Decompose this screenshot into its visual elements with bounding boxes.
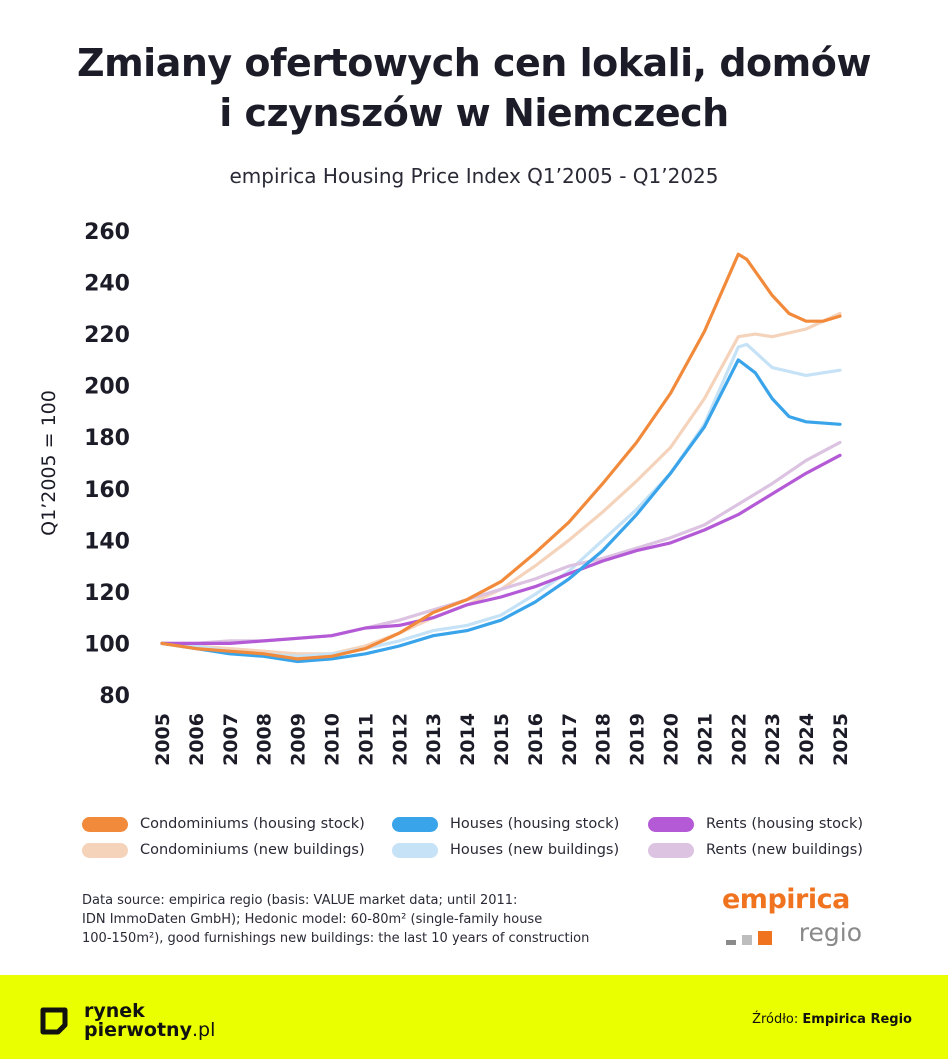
legend-label: Rents (new buildings) [706,842,863,858]
chart-title: Zmiany ofertowych cen lokali, domów i cz… [0,38,948,138]
series-lines [160,252,842,664]
x-axis: 2005 2006 2007 2008 2009 2010 2011 2012 2013 2014… [152,713,852,766]
y-tick-label: 100 [84,632,130,657]
x-tick-label: 2014 [457,713,479,766]
legend-item-condominiums-new: Condominiums (new buildings) [82,838,365,862]
data-source-note: Data source: empirica regio (basis: VALU… [82,891,672,948]
footer-source-value: Empirica Regio [802,1012,912,1027]
x-tick-label: 2007 [220,713,242,766]
legend-swatch-condominiums-stock [82,816,128,832]
legend-label: Condominiums (housing stock) [140,816,365,832]
source-note-line: Data source: empirica regio (basis: VALU… [82,893,518,908]
legend-label: Condominiums (new buildings) [140,842,365,858]
brand-squares-icon [726,931,774,945]
legend-item-condominiums-stock: Condominiums (housing stock) [82,812,365,836]
series-line-condominiums-housing-stock [160,252,842,661]
series-line-houses-housing-stock [160,358,842,664]
x-tick-label: 2016 [525,713,547,766]
x-tick-label: 2024 [796,713,818,766]
brand-name-bottom: regio [798,918,862,947]
x-tick-label: 2009 [288,713,310,766]
y-axis-label: Q1’2005 = 100 [38,390,60,536]
line-chart: 80 100 120 140 160 180 200 220 240 260 Q1’2005 = 1… [38,220,852,766]
footer-source-label: Źródło: [752,1012,799,1027]
legend-item-rents-stock: Rents (housing stock) [648,812,863,836]
x-tick-label: 2019 [627,713,649,766]
legend-item-houses-stock: Houses (housing stock) [392,812,619,836]
legend-label: Houses (new buildings) [450,842,620,858]
logo-text-line-1: rynek [84,1000,145,1022]
y-axis: 80 100 120 140 160 180 200 220 240 260 Q1’2005 = 1… [38,220,130,709]
y-tick-label: 180 [84,426,130,451]
y-tick-label: 120 [84,581,130,606]
legend-label: Houses (housing stock) [450,816,620,832]
legend-item-houses-new: Houses (new buildings) [392,838,619,862]
logo-text-main: pierwotny [84,1019,192,1041]
series-line-houses-new-buildings [160,342,842,658]
y-tick-label: 220 [84,323,130,348]
x-tick-label: 2023 [762,713,784,766]
chart-legend: Condominiums (housing stock) Houses (hou… [82,812,882,868]
x-tick-label: 2013 [423,713,445,766]
x-tick-label: 2022 [728,713,750,766]
x-tick-label: 2015 [491,713,513,766]
x-tick-label: 2005 [152,713,174,766]
title-line-1: Zmiany ofertowych cen lokali, domów [77,41,871,85]
footer-source: Źródło: Empirica Regio [752,1012,912,1027]
legend-swatch-rents-new [648,842,694,858]
series-line-rents-housing-stock [160,453,842,645]
source-note-line: 100-150m²), good furnishings new buildin… [82,931,590,946]
legend-swatch-houses-new [392,842,438,858]
source-note-line: IDN ImmoDaten GmbH); Hedonic model: 60-8… [82,912,543,927]
x-tick-label: 2006 [186,713,208,766]
x-tick-label: 2025 [830,713,852,766]
y-tick-label: 260 [84,220,130,245]
y-tick-label: 240 [84,272,130,297]
title-line-2: i czynszów w Niemczech [219,91,729,135]
x-tick-label: 2021 [694,713,716,766]
x-tick-label: 2010 [322,713,344,766]
x-tick-label: 2017 [559,713,581,766]
x-tick-label: 2020 [661,713,683,766]
y-tick-label: 160 [84,478,130,503]
x-tick-label: 2008 [254,713,276,766]
x-tick-label: 2012 [389,713,411,766]
x-tick-label: 2011 [355,713,377,766]
brand-name-top: empirica [722,884,850,915]
y-tick-label: 140 [84,529,130,554]
empirica-regio-logo: empirica regio [722,884,872,954]
logo-text-tld: .pl [191,1019,216,1041]
y-tick-label: 200 [84,375,130,400]
legend-item-rents-new: Rents (new buildings) [648,838,863,862]
rynek-pierwotny-logo[interactable]: rynek pierwotny.pl [40,999,260,1043]
x-tick-label: 2018 [593,713,615,766]
logo-mark-icon [40,1007,68,1035]
y-tick-label: 80 [99,684,130,709]
legend-label: Rents (housing stock) [706,816,864,832]
footer-bar: rynek pierwotny.pl Źródło: Empirica Regi… [0,975,948,1059]
series-line-condominiums-new-buildings [160,311,842,656]
legend-swatch-condominiums-new [82,842,128,858]
logo-text-line-2: pierwotny.pl [84,1019,215,1041]
chart-subtitle: empirica Housing Price Index Q1’2005 - Q… [229,164,719,188]
legend-swatch-rents-stock [648,816,694,832]
legend-swatch-houses-stock [392,816,438,832]
